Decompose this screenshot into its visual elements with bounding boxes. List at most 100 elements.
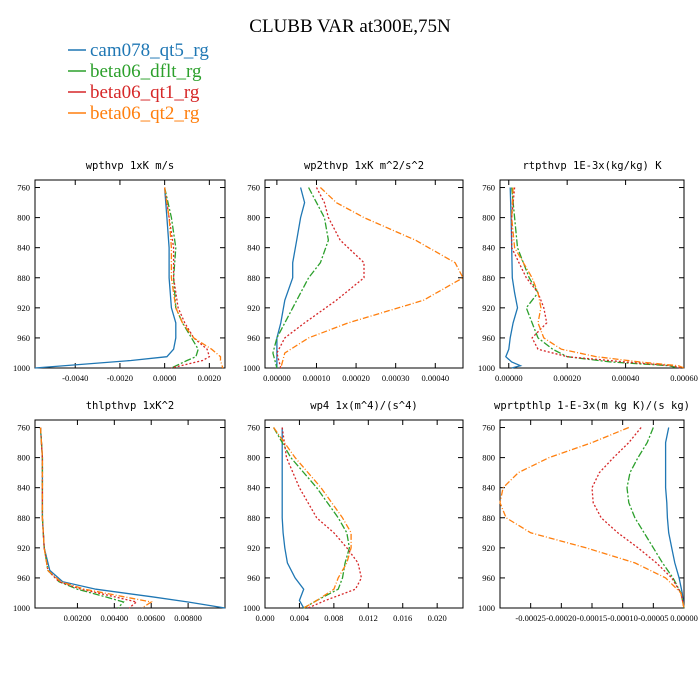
legend-label: cam078_qt5_rg [90,40,209,61]
y-tick-label: 760 [482,423,495,433]
y-tick-label: 1000 [478,603,495,613]
series-line [276,187,306,368]
panel-frame [499,179,685,369]
panel-title: rtpthvp 1E-3x(kg/kg) K [522,160,662,172]
x-tick-label: 0.000 [255,613,274,623]
series-line [281,427,305,609]
x-tick-label: 0.00040 [612,373,640,383]
series-line [34,187,177,369]
series-line [511,187,682,369]
x-tick-label: 0.00000 [263,373,291,383]
x-tick-label: -0.00020 [546,613,576,623]
panel: wp4 1x(m^4)/(s^4)76080084088092096010000… [243,400,464,623]
y-tick-label: 920 [247,303,260,313]
series-line [591,427,685,609]
y-tick-label: 800 [17,213,30,223]
legend-label: beta06_dflt_rg [90,61,202,82]
y-tick-label: 920 [17,303,30,313]
panel: wp2thvp 1xK m^2/s^2 760 800 840 880 920 960 100… [243,160,464,383]
y-tick-label: 800 [482,453,495,463]
y-tick-label: 920 [482,543,495,553]
panel-frame [499,419,685,609]
x-tick-label: 0.0000 [153,373,176,383]
legend-label: beta06_qt2_rg [90,103,200,124]
series-line [163,187,211,369]
panels: wpthvp 1xK m/s 760 800 840 880 920 960 1000 -0.0… [13,160,698,623]
panel-frame [264,179,464,369]
y-tick-label: 960 [17,573,30,583]
x-tick-label: -0.0020 [107,373,133,383]
x-tick-label: -0.0040 [62,373,88,383]
y-tick-label: 760 [247,183,260,193]
x-tick-label: -0.00005 [638,613,668,623]
series-line [273,427,352,609]
x-tick-label: 0.008 [324,613,343,623]
series-line [163,187,224,369]
y-tick-label: 960 [482,573,495,583]
panel: wprtpthlp 1-E-3x(m kg K)/(s kg) 760 800 840… [478,400,698,623]
x-tick-label: -0.00025 [515,613,545,623]
x-tick-label: 0.00200 [64,613,92,623]
panel-frame [264,419,464,609]
y-tick-label: 920 [482,303,495,313]
y-tick-label: 760 [247,423,260,433]
legend-entry: beta06_qt1_rg [68,82,200,103]
series-line [281,427,363,609]
panel-frame [34,419,226,609]
y-tick-label: 840 [482,483,495,493]
x-tick-label: 0.00060 [670,373,698,383]
y-tick-label: 1000 [243,603,260,613]
y-tick-label: 880 [482,273,495,283]
series-line [273,427,351,609]
y-tick-label: 840 [17,483,30,493]
y-tick-label: 880 [17,273,30,283]
x-tick-label: 0.012 [359,613,378,623]
y-tick-label: 800 [482,213,495,223]
panel-title: thlpthvp 1xK^2 [86,400,175,412]
y-tick-label: 960 [482,333,495,343]
panel: thlpthvp 1xK^2 760 800 840 880 920 960 1000 0.00… [13,400,226,623]
series-line [163,187,199,369]
x-tick-label: 0.00000 [670,613,698,623]
panel-title: wp4 1x(m^4)/(s^4) [310,400,417,412]
series-line [39,427,226,609]
x-tick-label: 0.00020 [553,373,581,383]
series-line [39,427,125,609]
y-tick-label: 1000 [13,363,30,373]
y-tick-label: 840 [482,243,495,253]
y-tick-label: 960 [247,573,260,583]
x-tick-label: 0.00030 [382,373,410,383]
series-line [39,427,138,609]
x-tick-label: -0.00015 [577,613,607,623]
panel-frame [34,179,226,369]
series-line [626,427,685,609]
y-tick-label: 880 [247,273,260,283]
y-tick-label: 1000 [478,363,495,373]
x-tick-label: 0.020 [428,613,447,623]
series-line [511,187,679,369]
series-line [276,187,365,369]
figure-title: CLUBB VAR at300E,75N [249,16,451,37]
series-line [505,187,523,369]
x-tick-label: 0.00040 [421,373,449,383]
x-tick-label: 0.00000 [495,373,523,383]
series-line [272,187,330,369]
x-tick-label: 0.00800 [174,613,202,623]
y-tick-label: 920 [17,543,30,553]
y-tick-label: 960 [247,333,260,343]
y-tick-label: 1000 [243,363,260,373]
panel-title: wprtpthlp 1-E-3x(m kg K)/(s kg) [494,400,690,412]
series-line [664,427,685,609]
y-tick-label: 840 [247,483,260,493]
x-tick-label: 0.00400 [101,613,129,623]
y-tick-label: 800 [247,213,260,223]
series-line [39,427,153,609]
y-tick-label: 1000 [13,603,30,613]
panel: rtpthvp 1E-3x(kg/kg) K 760 800 840 880 920 960… [478,160,698,383]
y-tick-label: 920 [247,543,260,553]
y-tick-label: 880 [247,513,260,523]
y-tick-label: 880 [482,513,495,523]
panel: wpthvp 1xK m/s 760 800 840 880 920 960 1000 -0.0… [13,160,226,383]
panel-title: wp2thvp 1xK m^2/s^2 [304,160,424,172]
